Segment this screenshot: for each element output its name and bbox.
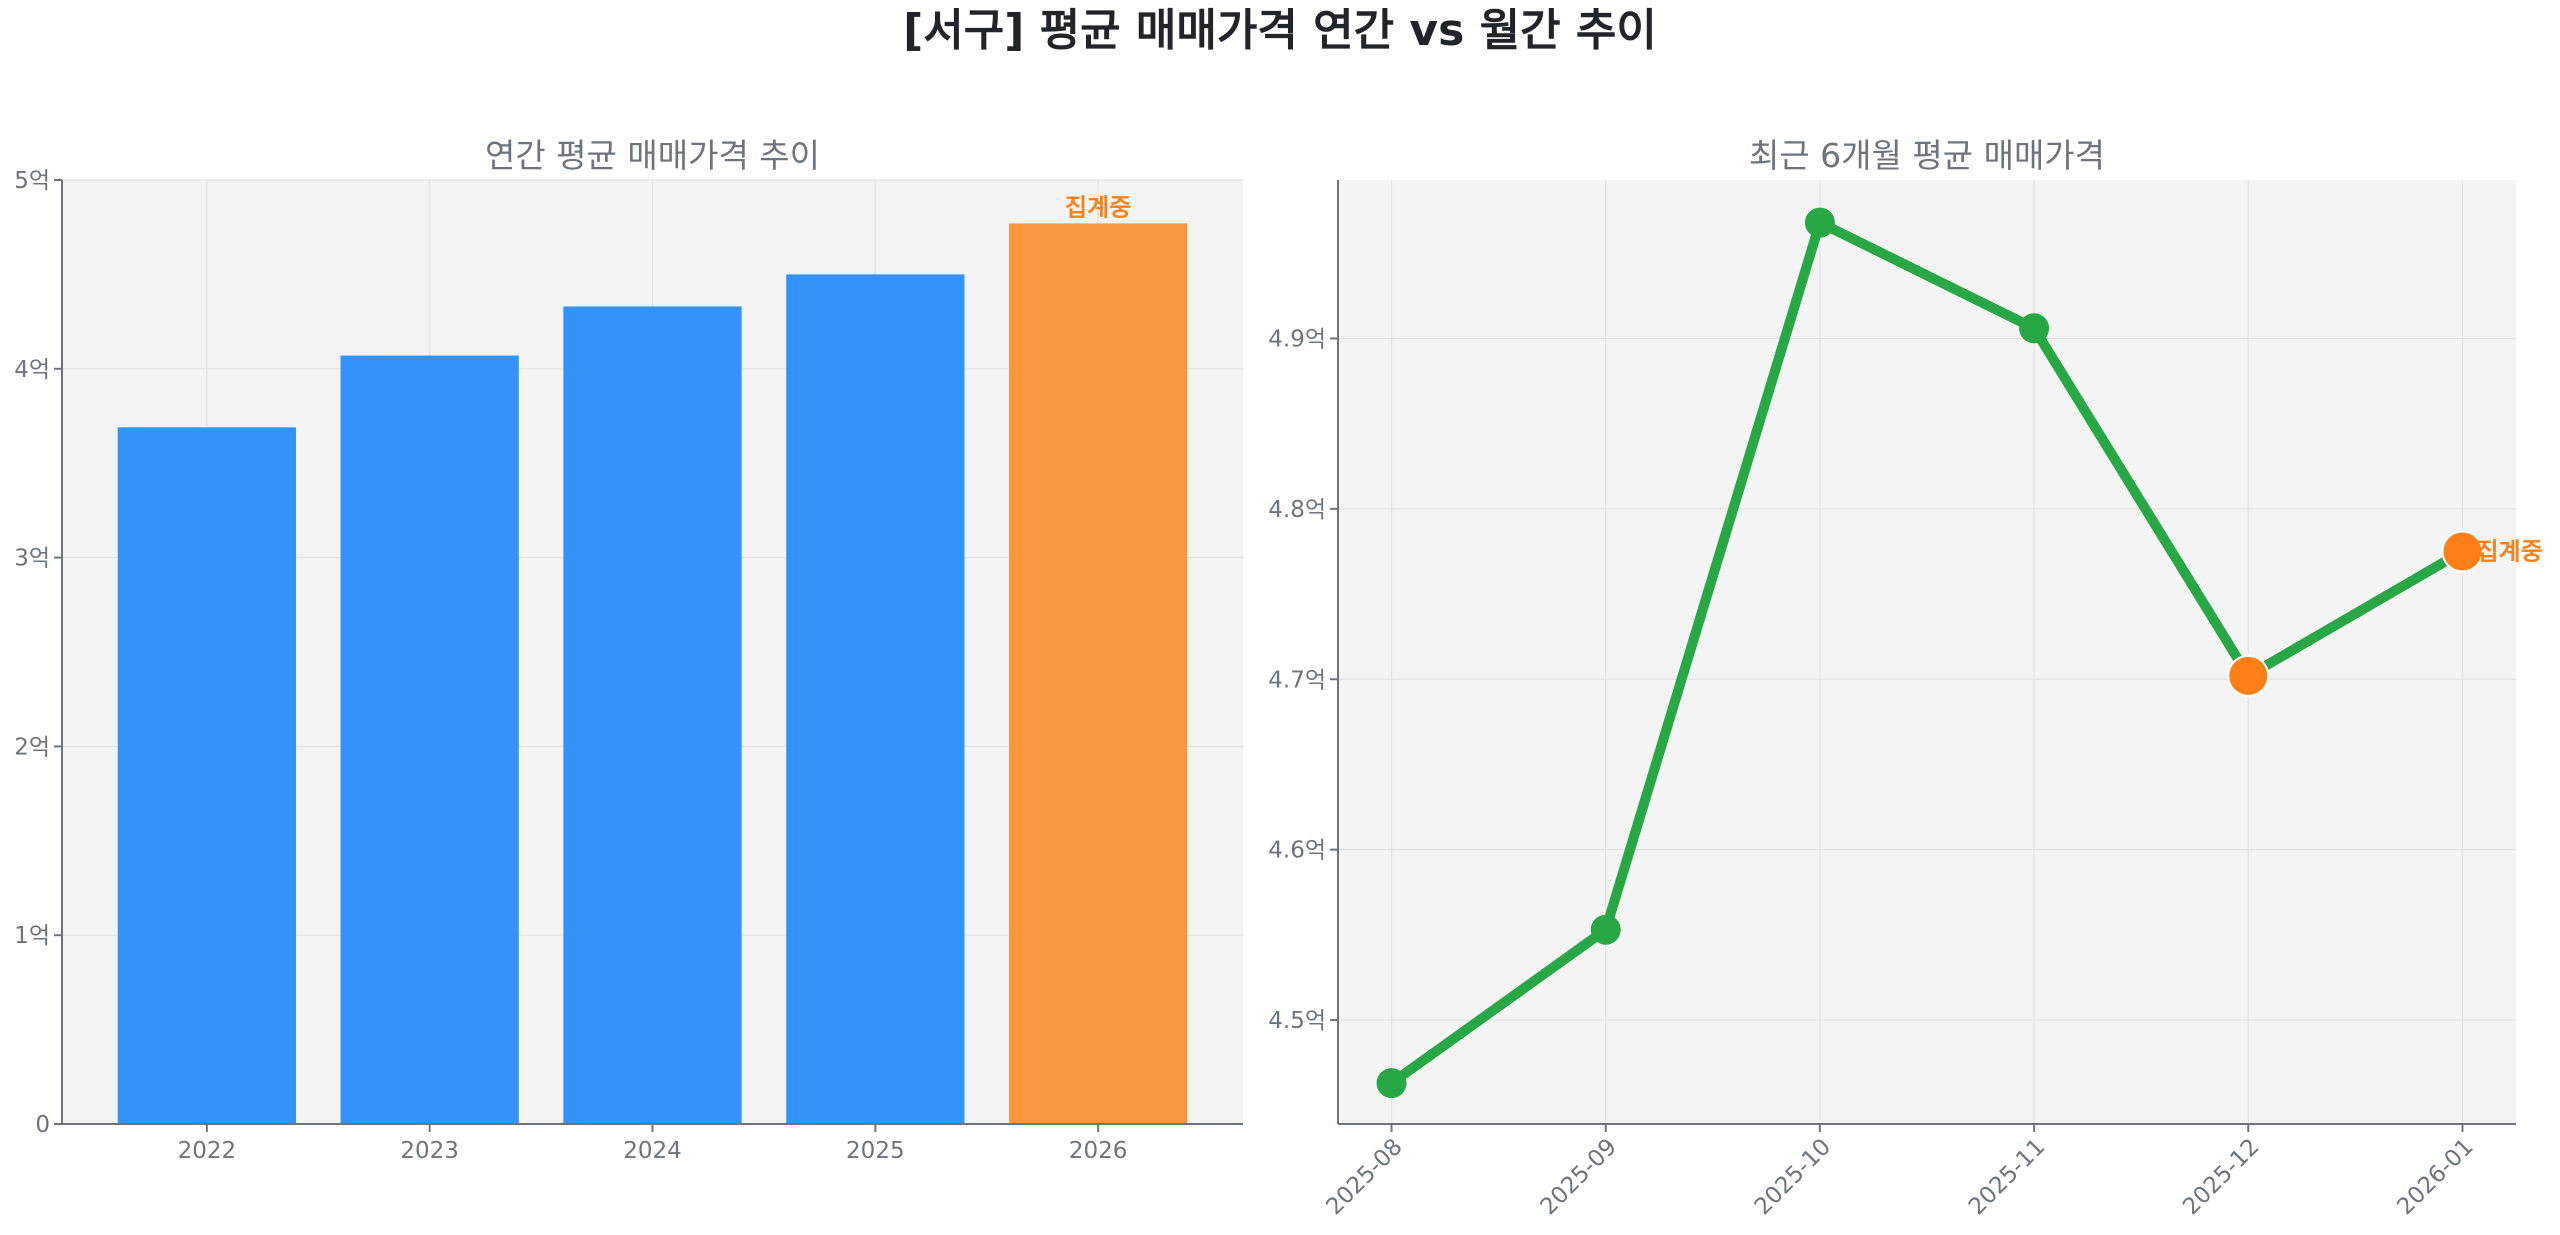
subplot-title: 연간 평균 매매가격 추이 [485,136,820,175]
x-tick-label: 2022 [178,1138,237,1164]
x-tick-label: 2025-09 [1536,1134,1622,1220]
annotation-label: 집계중 [2476,537,2542,565]
data-point-2026-01 [2441,530,2484,573]
data-point-2025-08 [1376,1068,1407,1099]
y-tick-label: 4.8억 [1268,497,1326,523]
data-point-2025-11 [2019,313,2050,344]
monthly-line-chart: 4.5억 4.6억 4.7억 4.8억 4.9억 2025-08 2025-09 2025-1… [1268,136,2542,1220]
x-tick-label: 2025-12 [2178,1134,2264,1220]
y-tick-label: 4억 [14,357,50,383]
plot-area [1338,180,2516,1124]
x-tick-label: 2025-08 [1321,1134,1407,1220]
x-tick-label: 2026-01 [2392,1134,2478,1220]
subplot-title: 최근 6개월 평균 매매가격 [1749,136,2105,175]
y-tick-label: 4.7억 [1268,667,1326,693]
bar-2024 [563,306,742,1125]
x-tick-label: 2026 [1069,1138,1128,1164]
x-tick-label: 2025 [846,1138,905,1164]
bar-2023 [340,355,519,1125]
data-point-2025-09 [1590,914,1621,945]
bar-2025 [786,274,965,1124]
bar-2022 [117,427,296,1124]
data-point-2025-12 [2227,654,2270,697]
x-tick-label: 2024 [623,1138,682,1164]
y-tick-label: 5억 [14,168,50,194]
annual-bar-chart: 0 1억 2억 3억 4억 5억 2022 2023 2024 2025 2026 집계중 연간 평균 … [14,136,1243,1164]
x-tick-label: 2025-11 [1964,1134,2050,1220]
y-tick-label: 0 [35,1112,50,1138]
figure-title: [서구] 평균 매매가격 연간 vs 월간 추이 [903,5,1657,56]
y-tick-label: 2억 [14,734,50,760]
x-tick-label: 2025-10 [1750,1134,1836,1220]
y-tick-label: 4.9억 [1268,326,1326,352]
bar-2026 [1009,223,1188,1124]
x-tick-label: 2023 [400,1138,459,1164]
y-tick-label: 3억 [14,546,50,572]
data-point-2025-10 [1804,207,1835,238]
annotation-label: 집계중 [1065,193,1131,221]
series-line [1388,217,2465,1088]
y-tick-label: 4.6억 [1268,838,1326,864]
y-tick-label: 1억 [14,923,50,949]
y-tick-label: 4.5억 [1268,1008,1326,1034]
